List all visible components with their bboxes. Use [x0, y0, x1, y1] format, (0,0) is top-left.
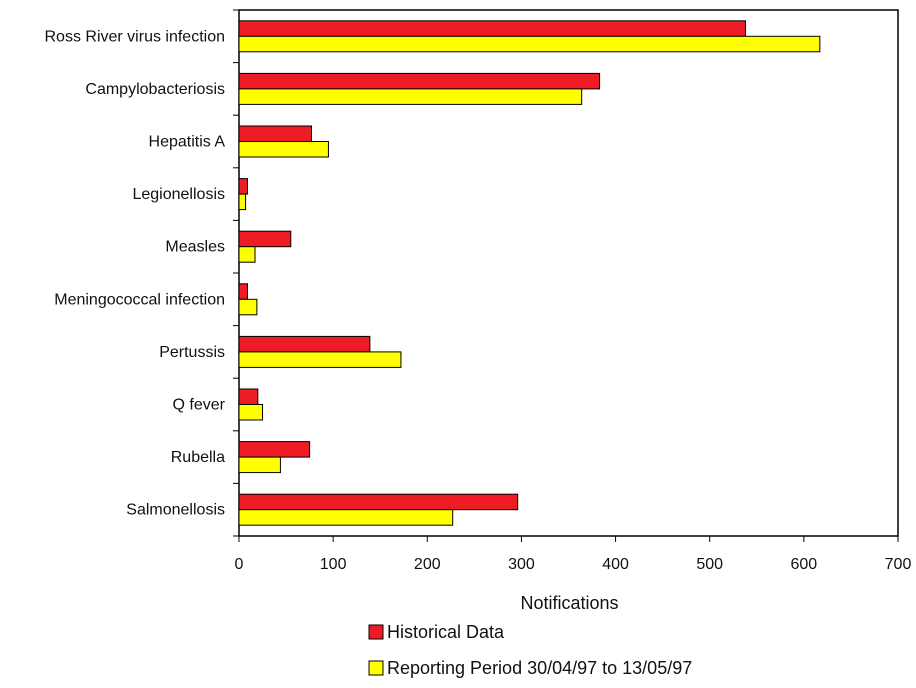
- category-label: Q fever: [173, 397, 226, 414]
- category-label: Measles: [165, 239, 225, 256]
- category-label: Campylobacteriosis: [85, 81, 225, 98]
- bar-reporting-period: [238, 88, 583, 105]
- x-tick-label: 0: [235, 556, 244, 573]
- x-tick-label: 100: [320, 556, 347, 573]
- bar-historical: [238, 388, 259, 405]
- x-tick-label: 600: [791, 556, 818, 573]
- category-label: Legionellosis: [132, 186, 225, 203]
- bar-reporting-period: [238, 35, 821, 53]
- category-label: Rubella: [171, 449, 225, 466]
- x-tick-label: 400: [602, 556, 629, 573]
- category-label: Hepatitis A: [149, 134, 226, 151]
- bar-historical: [238, 72, 601, 90]
- category-label: Ross River virus infection: [45, 28, 226, 45]
- bar-reporting-period: [238, 404, 264, 421]
- category-label: Pertussis: [159, 344, 225, 361]
- bar-reporting-period: [238, 509, 454, 526]
- bar-historical: [238, 493, 519, 511]
- x-tick-label: 500: [696, 556, 723, 573]
- x-tick-label: 300: [508, 556, 535, 573]
- bar-historical: [238, 441, 311, 458]
- category-label: Meningococcal infection: [54, 291, 225, 308]
- bar-historical: [238, 125, 312, 142]
- bar-reporting-period: [238, 141, 329, 158]
- legend-label-reporting-period: Reporting Period 30/04/97 to 13/05/97: [387, 658, 692, 678]
- bar-historical: [238, 335, 371, 353]
- bar-historical: [238, 20, 746, 37]
- bar-historical: [238, 283, 248, 300]
- x-tick-label: 200: [414, 556, 441, 573]
- bar-reporting-period: [238, 193, 247, 211]
- legend-swatch-historical: [368, 624, 384, 640]
- bar-reporting-period: [238, 298, 258, 316]
- bar-reporting-period: [238, 351, 402, 368]
- bar-reporting-period: [238, 456, 281, 474]
- x-tick-label: 700: [885, 556, 912, 573]
- legend-swatch-reporting-period: [368, 660, 384, 676]
- category-label: Salmonellosis: [126, 502, 225, 519]
- bar-historical: [238, 178, 248, 195]
- bar-historical: [238, 230, 292, 248]
- x-axis-title: Notifications: [520, 593, 618, 613]
- legend-label-historical: Historical Data: [387, 622, 505, 642]
- bar-reporting-period: [238, 246, 256, 263]
